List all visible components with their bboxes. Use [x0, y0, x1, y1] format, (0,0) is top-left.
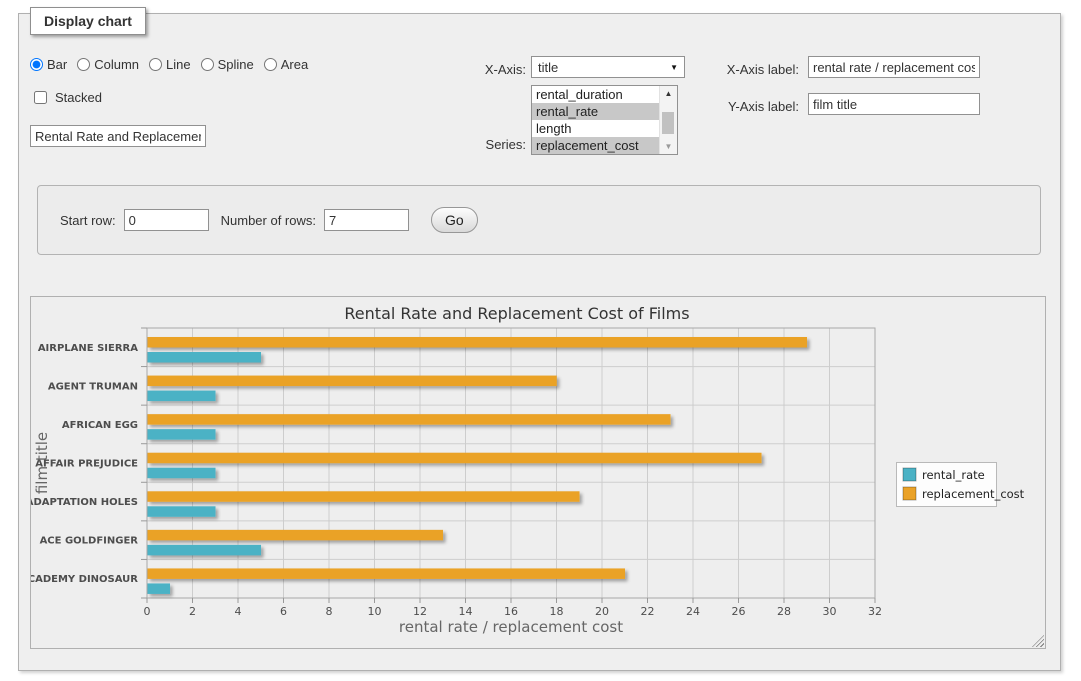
- y-axis-label-field-label: Y-Axis label:: [727, 99, 799, 114]
- bar-rental_rate: [147, 544, 262, 556]
- panel-title: Display chart: [30, 7, 146, 35]
- x-tick-label: 10: [368, 605, 382, 618]
- series-option-length[interactable]: length: [536, 121, 572, 136]
- y-axis-label-input[interactable]: [808, 93, 980, 115]
- category-label: AFRICAN EGG: [62, 420, 138, 431]
- legend-label-replacement_cost: replacement_cost: [922, 487, 1025, 501]
- bar-replacement_cost: [147, 529, 444, 541]
- x-tick-label: 8: [326, 605, 333, 618]
- scroll-down-icon[interactable]: ▼: [664, 142, 673, 151]
- x-axis-label-field-label: X-Axis label:: [726, 62, 799, 77]
- x-tick-label: 28: [777, 605, 791, 618]
- stacked-label: Stacked: [55, 90, 102, 105]
- chart-type-option-area[interactable]: Area: [263, 57, 309, 72]
- chart-type-radio-column[interactable]: [77, 58, 91, 71]
- x-tick-label: 2: [189, 605, 196, 618]
- category-label: ACADEMY DINOSAUR: [31, 574, 138, 585]
- chart-type-label-line: Line: [166, 57, 191, 72]
- x-tick-label: 24: [686, 605, 700, 618]
- chart-type-label-column: Column: [94, 57, 140, 72]
- bar-rental_rate: [147, 352, 262, 363]
- bar-replacement_cost: [147, 375, 557, 387]
- display-chart-panel: Display chart Bar Column Line Spline Area St…: [18, 7, 1061, 671]
- category-label: ADAPTATION HOLES: [31, 497, 138, 508]
- bar-replacement_cost: [147, 568, 626, 579]
- chart-legend: rental_rate replacement_cost: [896, 462, 1025, 507]
- chart-title-input[interactable]: [30, 125, 206, 147]
- chart-type-radio-group: Bar Column Line Spline Area: [30, 57, 308, 72]
- x-tick-label: 6: [280, 605, 287, 618]
- scrollbar-thumb[interactable]: [662, 112, 674, 134]
- x-tick-label: 22: [641, 605, 655, 618]
- chart-type-option-spline[interactable]: Spline: [200, 57, 254, 72]
- chart-type-radio-area[interactable]: [263, 58, 277, 71]
- category-label: ACE GOLDFINGER: [40, 536, 139, 547]
- bar-replacement_cost: [147, 414, 671, 425]
- x-tick-label: 32: [868, 605, 882, 618]
- legend-label-rental_rate: rental_rate: [922, 468, 985, 482]
- chart-type-radio-line[interactable]: [149, 58, 163, 71]
- series-scrollbar[interactable]: ▲ ▼: [659, 86, 677, 154]
- series-options: rental_duration rental_rate length replacem…: [532, 86, 677, 154]
- category-label: AGENT TRUMAN: [48, 381, 138, 392]
- chart-title: Rental Rate and Replacement Cost of Film…: [344, 304, 689, 323]
- chart-type-label-spline: Spline: [217, 57, 254, 72]
- bar-rental_rate: [147, 583, 171, 594]
- x-axis-selected-value: title: [538, 59, 559, 75]
- chart-type-label-area: Area: [280, 57, 309, 72]
- x-axis-field-label: X-Axis:: [484, 62, 526, 77]
- chart-type-option-bar[interactable]: Bar: [30, 57, 67, 72]
- x-axis-title: rental rate / replacement cost: [399, 618, 623, 636]
- x-tick-label: 16: [504, 605, 518, 618]
- stacked-option[interactable]: Stacked: [30, 88, 102, 107]
- legend-swatch-replacement_cost: [902, 486, 917, 501]
- chevron-down-icon: ▼: [670, 62, 678, 72]
- number-of-rows-input[interactable]: [324, 209, 409, 231]
- x-tick-label: 26: [732, 605, 746, 618]
- series-multiselect[interactable]: rental_duration rental_rate length replacem…: [531, 85, 678, 155]
- chart-type-option-line[interactable]: Line: [149, 57, 191, 72]
- bar-rental_rate: [147, 506, 216, 517]
- start-row-input[interactable]: [123, 209, 209, 231]
- series-option-rental_duration[interactable]: rental_duration: [536, 87, 623, 102]
- chart-type-radio-bar[interactable]: [30, 58, 43, 71]
- start-row-label: Start row:: [60, 212, 116, 228]
- stacked-checkbox[interactable]: [34, 91, 47, 104]
- bar-replacement_cost: [147, 491, 580, 502]
- x-tick-label: 0: [144, 605, 151, 618]
- chart-type-option-column[interactable]: Column: [77, 57, 139, 72]
- series-option-replacement_cost[interactable]: replacement_cost: [532, 137, 660, 154]
- x-tick-label: 14: [459, 605, 473, 618]
- x-axis-label-input[interactable]: [808, 56, 980, 78]
- go-button[interactable]: Go: [431, 207, 478, 233]
- chart-type-label-bar: Bar: [47, 57, 68, 72]
- bar-rental_rate: [147, 390, 216, 402]
- y-axis-title: film title: [33, 432, 51, 494]
- bar-replacement_cost: [147, 337, 808, 348]
- x-tick-label: 12: [413, 605, 427, 618]
- number-of-rows-label: Number of rows:: [220, 212, 316, 228]
- series-option-rental_rate[interactable]: rental_rate: [532, 103, 660, 120]
- row-range-panel: Start row: Number of rows: Go: [37, 185, 1041, 255]
- scroll-up-icon[interactable]: ▲: [664, 89, 673, 98]
- x-tick-label: 18: [550, 605, 564, 618]
- category-label: AFFAIR PREJUDICE: [35, 459, 138, 470]
- x-axis-select[interactable]: title ▼: [531, 56, 685, 78]
- bar-rental_rate: [147, 467, 216, 479]
- chart-container: 0 2 4 6 8 10 12 14 16 18 20 22 24 26 28 30 32 AIRPLANE SI…: [30, 296, 1046, 649]
- x-tick-label: 4: [235, 605, 242, 618]
- bar-replacement_cost: [147, 452, 762, 464]
- x-tick-label: 30: [823, 605, 837, 618]
- bar-rental_rate: [147, 429, 216, 440]
- category-label: AIRPLANE SIERRA: [38, 343, 138, 354]
- chart-type-radio-spline[interactable]: [200, 58, 214, 71]
- series-field-label: Series:: [485, 137, 526, 152]
- legend-swatch-rental_rate: [902, 467, 917, 482]
- x-tick-label: 20: [595, 605, 609, 618]
